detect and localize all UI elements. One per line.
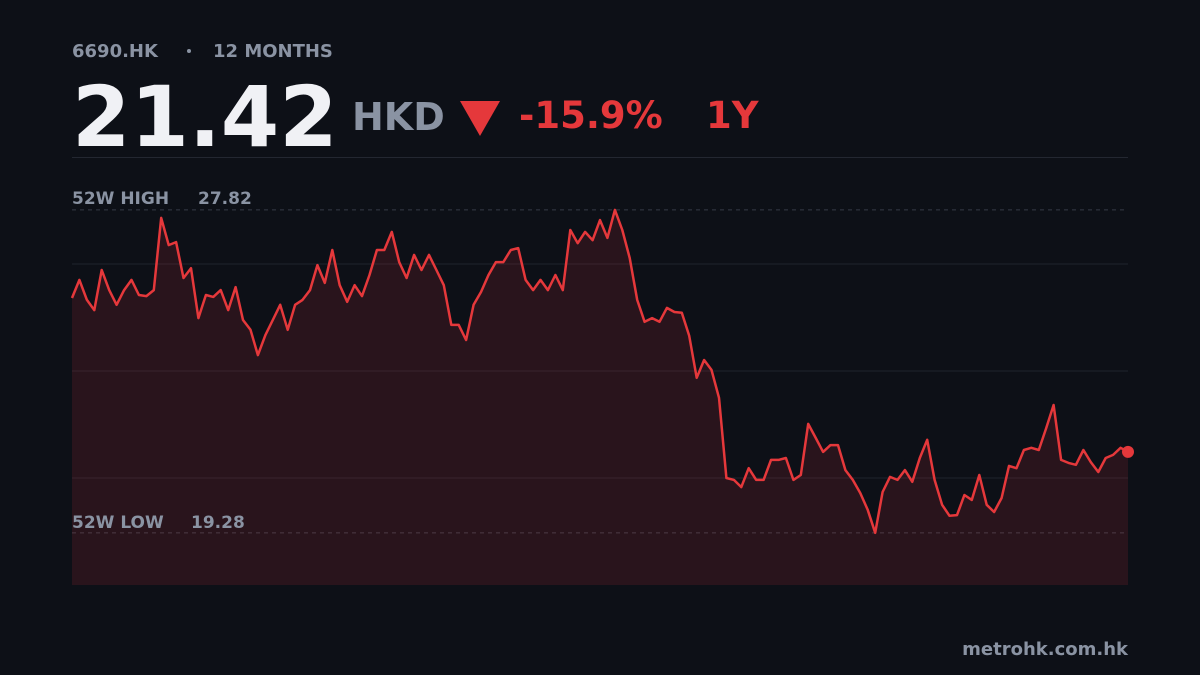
area bbox=[72, 209, 1128, 585]
price: 21.42 bbox=[72, 68, 338, 166]
price-line bbox=[70, 208, 1129, 535]
last-point bbox=[1122, 445, 1134, 458]
change-period: 1Y bbox=[706, 94, 760, 137]
high-value: 27.82 bbox=[198, 189, 252, 209]
period: 12 MONTHS bbox=[213, 41, 333, 62]
low-label: 52W LOW bbox=[72, 513, 164, 533]
high-label: 52W HIGH bbox=[72, 189, 169, 209]
separator-dot bbox=[187, 49, 191, 53]
low-value: 19.28 bbox=[191, 513, 245, 533]
down-arrow bbox=[460, 101, 500, 136]
source: metrohk.com.hk bbox=[962, 639, 1129, 660]
change: -15.9% bbox=[519, 94, 663, 137]
ticker: 6690.HK bbox=[72, 41, 159, 62]
currency: HKD bbox=[352, 95, 445, 139]
